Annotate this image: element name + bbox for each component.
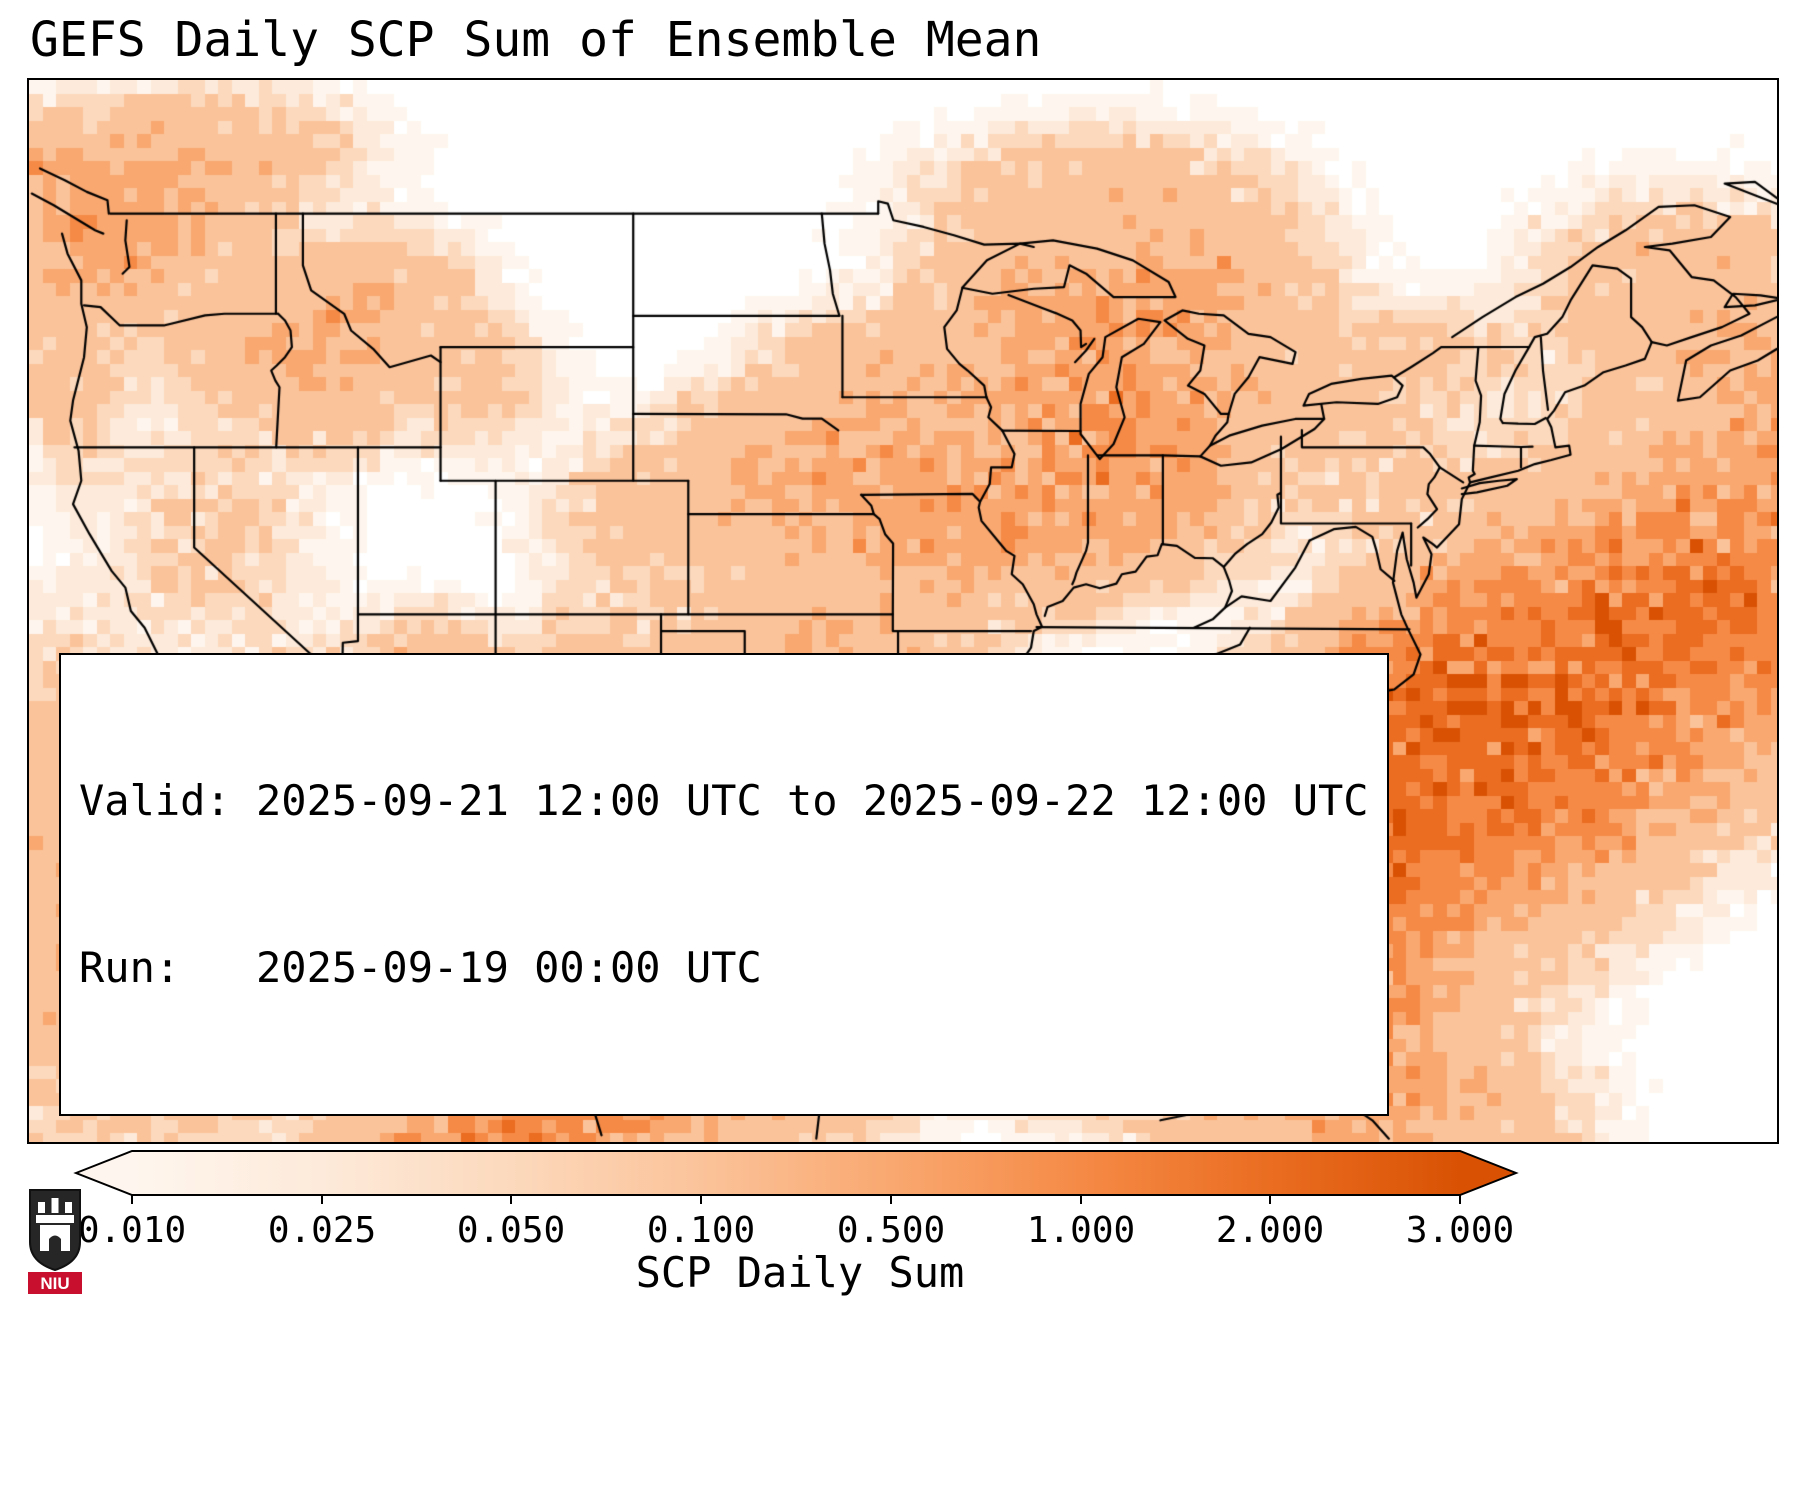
colorbar-label: SCP Daily Sum — [635, 1248, 965, 1297]
colorbar-bar — [73, 1150, 1519, 1196]
map-area: Valid: 2025-09-21 12:00 UTC to 2025-09-2… — [27, 78, 1779, 1144]
niu-logo-text: NIU — [40, 1274, 69, 1293]
figure-title: GEFS Daily SCP Sum of Ensemble Mean — [30, 12, 1042, 68]
run-line: Run: 2025-09-19 00:00 UTC — [79, 942, 762, 992]
colorbar-ticks — [131, 1195, 1461, 1204]
colorbar-tick-label: 3.000 — [1406, 1210, 1514, 1251]
colorbar-tick-label: 0.025 — [268, 1210, 376, 1251]
colorbar-tick-label: 1.000 — [1027, 1210, 1135, 1251]
colorbar-tick-label: 2.000 — [1216, 1210, 1324, 1251]
valid-line: Valid: 2025-09-21 12:00 UTC to 2025-09-2… — [79, 776, 1369, 826]
niu-logo: NIU — [26, 1186, 84, 1300]
niu-castle-icon — [36, 1198, 74, 1251]
colorbar: 0.010 0.025 0.050 0.100 0.500 1.000 2.00… — [73, 1150, 1519, 1251]
validity-box: Valid: 2025-09-21 12:00 UTC to 2025-09-2… — [59, 652, 1389, 1116]
niu-banner — [28, 1272, 82, 1294]
colorbar-tick-label: 0.100 — [647, 1210, 755, 1251]
colorbar-tick-label: 0.050 — [457, 1210, 565, 1251]
colorbar-tick-label: 0.500 — [837, 1210, 945, 1251]
colorbar-tick-label: 0.010 — [78, 1210, 186, 1251]
